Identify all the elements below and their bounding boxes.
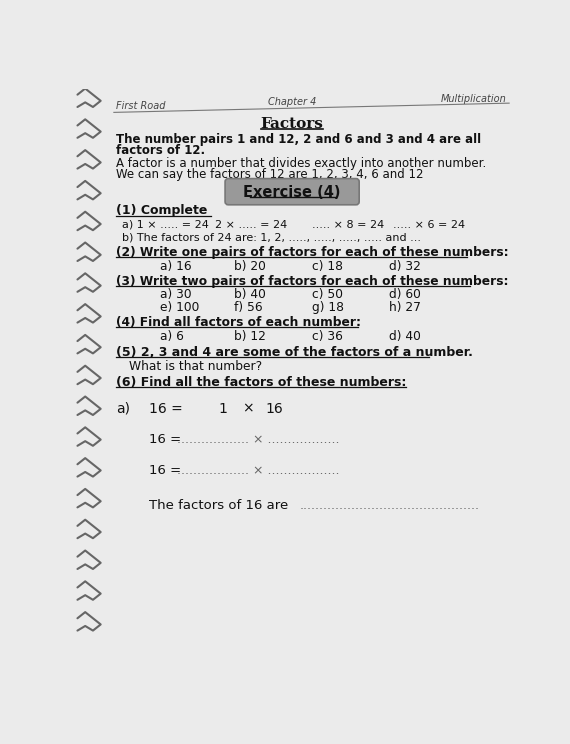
Text: 16: 16 (265, 402, 283, 416)
Text: Chapter 4: Chapter 4 (268, 97, 316, 106)
Text: (5) 2, 3 and 4 are some of the factors of a number.: (5) 2, 3 and 4 are some of the factors o… (116, 346, 473, 359)
Text: The number pairs 1 and 12, 2 and 6 and 3 and 4 are all: The number pairs 1 and 12, 2 and 6 and 3… (116, 133, 481, 146)
Text: ..... × 6 = 24: ..... × 6 = 24 (393, 219, 465, 230)
Text: b) 40: b) 40 (234, 289, 266, 301)
Text: d) 40: d) 40 (389, 330, 421, 343)
Text: (4) Find all factors of each number:: (4) Find all factors of each number: (116, 316, 361, 329)
Text: What is that number?: What is that number? (129, 360, 263, 373)
Text: c) 36: c) 36 (311, 330, 343, 343)
Text: b) 20: b) 20 (234, 260, 266, 273)
Text: .................. × ..................: .................. × .................. (177, 433, 340, 446)
Text: .................. × ..................: .................. × .................. (177, 464, 340, 477)
Text: d) 32: d) 32 (389, 260, 421, 273)
Text: Exercise (4): Exercise (4) (243, 185, 341, 200)
Text: (1) Complete: (1) Complete (116, 205, 207, 217)
Text: The factors of 16 are: The factors of 16 are (149, 498, 292, 512)
Text: h) 27: h) 27 (389, 301, 421, 315)
Text: We can say the factors of 12 are 1, 2, 3, 4, 6 and 12: We can say the factors of 12 are 1, 2, 3… (116, 168, 424, 182)
Text: a) 30: a) 30 (160, 289, 192, 301)
Text: 2 × ..... = 24: 2 × ..... = 24 (215, 219, 287, 230)
Text: c) 50: c) 50 (311, 289, 343, 301)
Text: f) 56: f) 56 (234, 301, 263, 315)
Text: b) The factors of 24 are: 1, 2, ....., ....., ....., ..... and ...: b) The factors of 24 are: 1, 2, ....., .… (121, 233, 421, 243)
Text: (3) Write two pairs of factors for each of these numbers:: (3) Write two pairs of factors for each … (116, 275, 508, 287)
FancyBboxPatch shape (225, 179, 359, 205)
Text: Factors: Factors (260, 117, 324, 131)
Text: Multiplication: Multiplication (441, 94, 507, 104)
Text: a) 16: a) 16 (160, 260, 192, 273)
Text: (6) Find all the factors of these numbers:: (6) Find all the factors of these number… (116, 376, 406, 389)
Text: 16 =: 16 = (149, 433, 185, 446)
Text: ×: × (242, 402, 254, 416)
Text: (2) Write one pairs of factors for each of these numbers:: (2) Write one pairs of factors for each … (116, 246, 509, 259)
Text: A factor is a number that divides exactly into another number.: A factor is a number that divides exactl… (116, 157, 486, 170)
Text: c) 18: c) 18 (311, 260, 343, 273)
Text: 16 =: 16 = (149, 402, 182, 416)
Text: g) 18: g) 18 (311, 301, 344, 315)
Text: First Road: First Road (116, 101, 166, 111)
Text: a) 1 × ..... = 24: a) 1 × ..... = 24 (121, 219, 209, 230)
Text: ..... × 8 = 24: ..... × 8 = 24 (311, 219, 384, 230)
Text: factors of 12.: factors of 12. (116, 144, 205, 158)
Text: d) 60: d) 60 (389, 289, 421, 301)
Text: a): a) (116, 402, 130, 416)
Text: b) 12: b) 12 (234, 330, 266, 343)
Text: .............................................: ........................................… (300, 498, 480, 512)
Text: 16 =: 16 = (149, 464, 185, 477)
Text: a) 6: a) 6 (160, 330, 184, 343)
Text: 1: 1 (218, 402, 227, 416)
Text: e) 100: e) 100 (160, 301, 200, 315)
